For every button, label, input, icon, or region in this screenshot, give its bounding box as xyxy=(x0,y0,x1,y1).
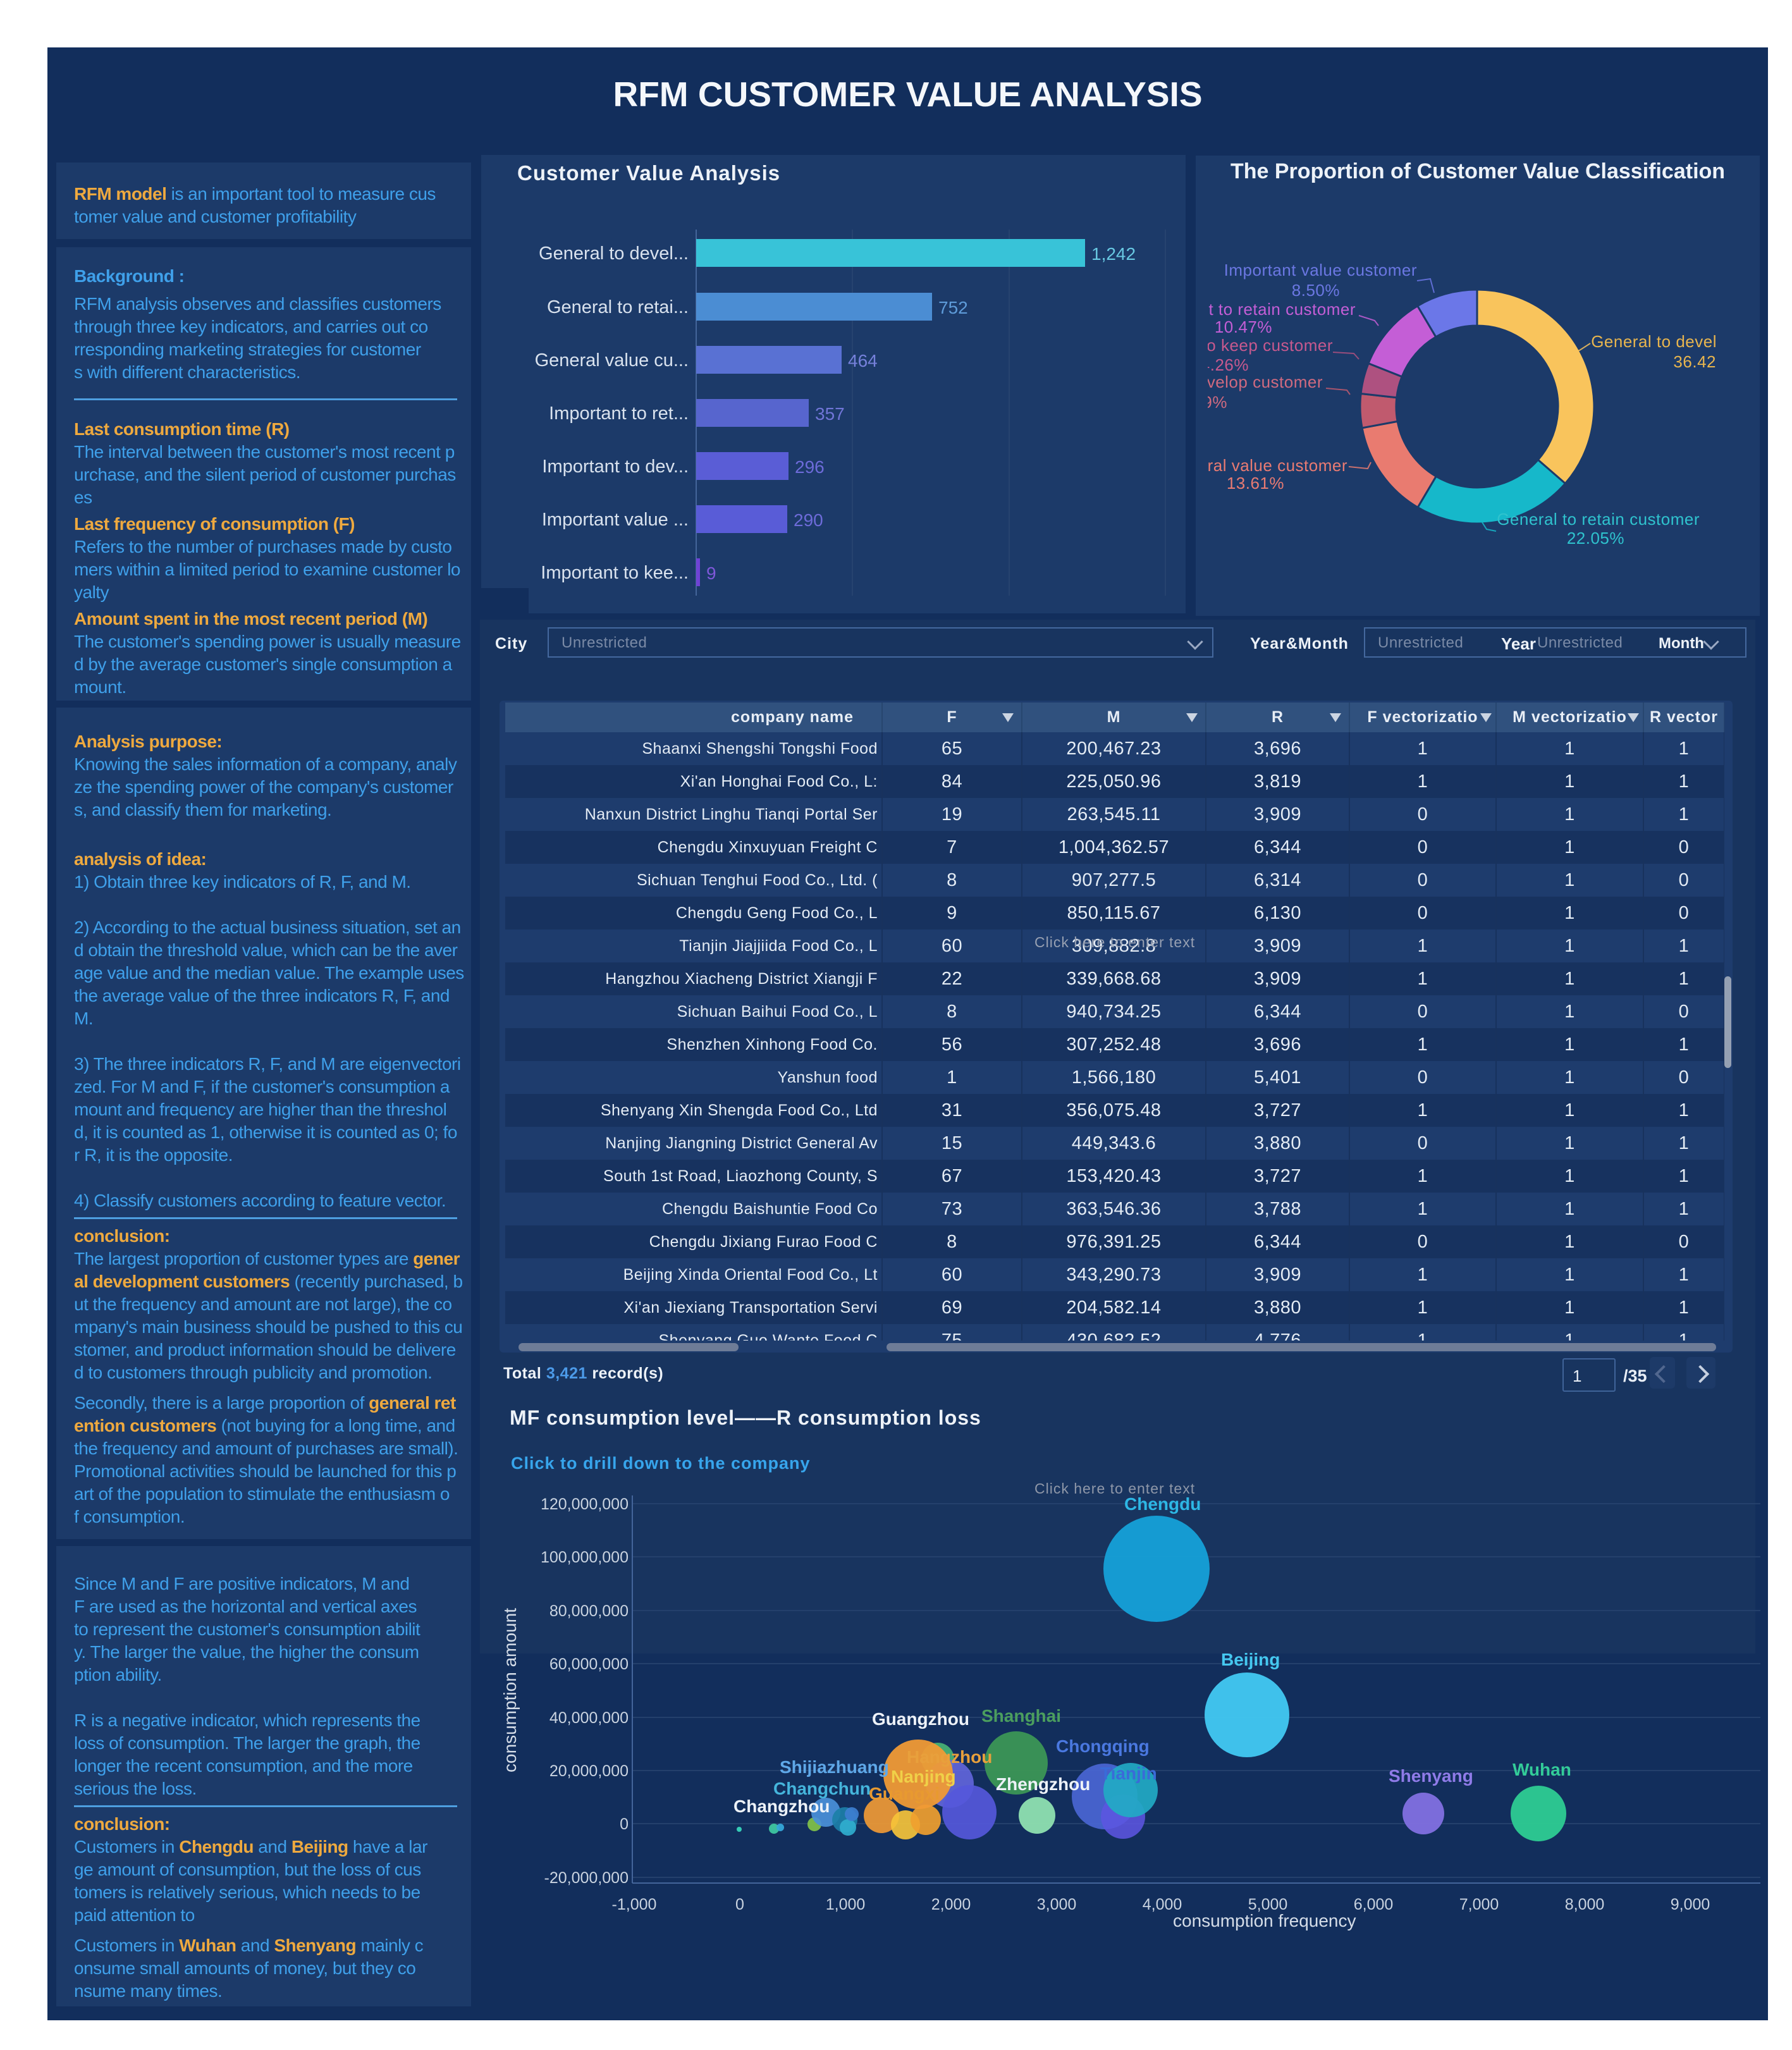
svg-text:0: 0 xyxy=(735,1896,744,1913)
svg-text:120,000,000: 120,000,000 xyxy=(541,1495,629,1513)
svg-text:Tianjin: Tianjin xyxy=(1100,1764,1157,1783)
svg-text:Changchun: Changchun xyxy=(773,1779,871,1798)
svg-text:Important to kee...: Important to kee... xyxy=(541,563,689,583)
svg-text:1,242: 1,242 xyxy=(1091,244,1136,264)
svg-text:Click here to enter text: Click here to enter text xyxy=(1034,1480,1195,1497)
svg-text:2,000: 2,000 xyxy=(931,1896,971,1913)
svg-text:consumption amount: consumption amount xyxy=(500,1608,520,1772)
svg-text:Shenyang: Shenyang xyxy=(1389,1766,1473,1786)
svg-text:7,000: 7,000 xyxy=(1459,1896,1499,1913)
svg-text:9: 9 xyxy=(706,563,716,583)
svg-text:1,000: 1,000 xyxy=(826,1896,866,1913)
svg-text:8,000: 8,000 xyxy=(1565,1896,1605,1913)
svg-text:General to devel...: General to devel... xyxy=(539,243,689,264)
svg-text:Hangzhou: Hangzhou xyxy=(907,1747,992,1767)
svg-text:General value cu...: General value cu... xyxy=(535,350,689,371)
svg-text:Wuhan: Wuhan xyxy=(1513,1760,1571,1779)
svg-text:-20,000,000: -20,000,000 xyxy=(544,1869,629,1887)
svg-text:5,000: 5,000 xyxy=(1248,1896,1288,1913)
svg-text:296: 296 xyxy=(795,457,825,477)
svg-text:3,000: 3,000 xyxy=(1037,1896,1077,1913)
svg-text:Zhengzhou: Zhengzhou xyxy=(996,1774,1090,1794)
svg-text:100,000,000: 100,000,000 xyxy=(541,1549,629,1566)
svg-text:Shanghai: Shanghai xyxy=(981,1706,1061,1726)
svg-text:The Proportion of Customer Val: The Proportion of Customer Value Classif… xyxy=(1230,159,1725,183)
svg-text:Guangzhou: Guangzhou xyxy=(872,1709,969,1729)
svg-text:Shijiazhuang: Shijiazhuang xyxy=(780,1757,889,1777)
svg-text:Nanjing: Nanjing xyxy=(891,1767,956,1786)
svg-text:-1,000: -1,000 xyxy=(612,1896,657,1913)
svg-text:752: 752 xyxy=(938,298,968,317)
svg-text:consumption frequency: consumption frequency xyxy=(1173,1911,1356,1930)
svg-text:General to retai...: General to retai... xyxy=(547,297,689,317)
svg-text:357: 357 xyxy=(815,404,845,424)
svg-text:4,000: 4,000 xyxy=(1143,1896,1182,1913)
svg-text:9,000: 9,000 xyxy=(1671,1896,1710,1913)
svg-text:Important to ret...: Important to ret... xyxy=(549,403,689,424)
svg-text:80,000,000: 80,000,000 xyxy=(549,1602,629,1620)
svg-text:Important to dev...: Important to dev... xyxy=(542,457,689,477)
svg-text:20,000,000: 20,000,000 xyxy=(549,1762,629,1780)
svg-text:464: 464 xyxy=(848,351,878,371)
svg-text:Changzhou: Changzhou xyxy=(733,1796,830,1816)
svg-text:Beijing: Beijing xyxy=(1221,1650,1280,1669)
svg-text:Guangxi: Guangxi xyxy=(869,1784,940,1803)
svg-text:Chongqing: Chongqing xyxy=(1056,1736,1150,1756)
svg-text:6,000: 6,000 xyxy=(1354,1896,1394,1913)
svg-text:Chengdu: Chengdu xyxy=(1124,1494,1201,1514)
svg-text:290: 290 xyxy=(794,510,823,530)
svg-text:60,000,000: 60,000,000 xyxy=(549,1655,629,1673)
svg-text:40,000,000: 40,000,000 xyxy=(549,1709,629,1727)
svg-text:Click to drill down to the com: Click to drill down to the company xyxy=(511,1454,811,1473)
svg-text:MF consumption level——R consum: MF consumption level——R consumption loss xyxy=(510,1406,981,1429)
svg-text:Customer Value Analysis: Customer Value Analysis xyxy=(517,161,780,185)
svg-text:Important value ...: Important value ... xyxy=(542,510,689,530)
svg-text:0: 0 xyxy=(620,1815,629,1833)
